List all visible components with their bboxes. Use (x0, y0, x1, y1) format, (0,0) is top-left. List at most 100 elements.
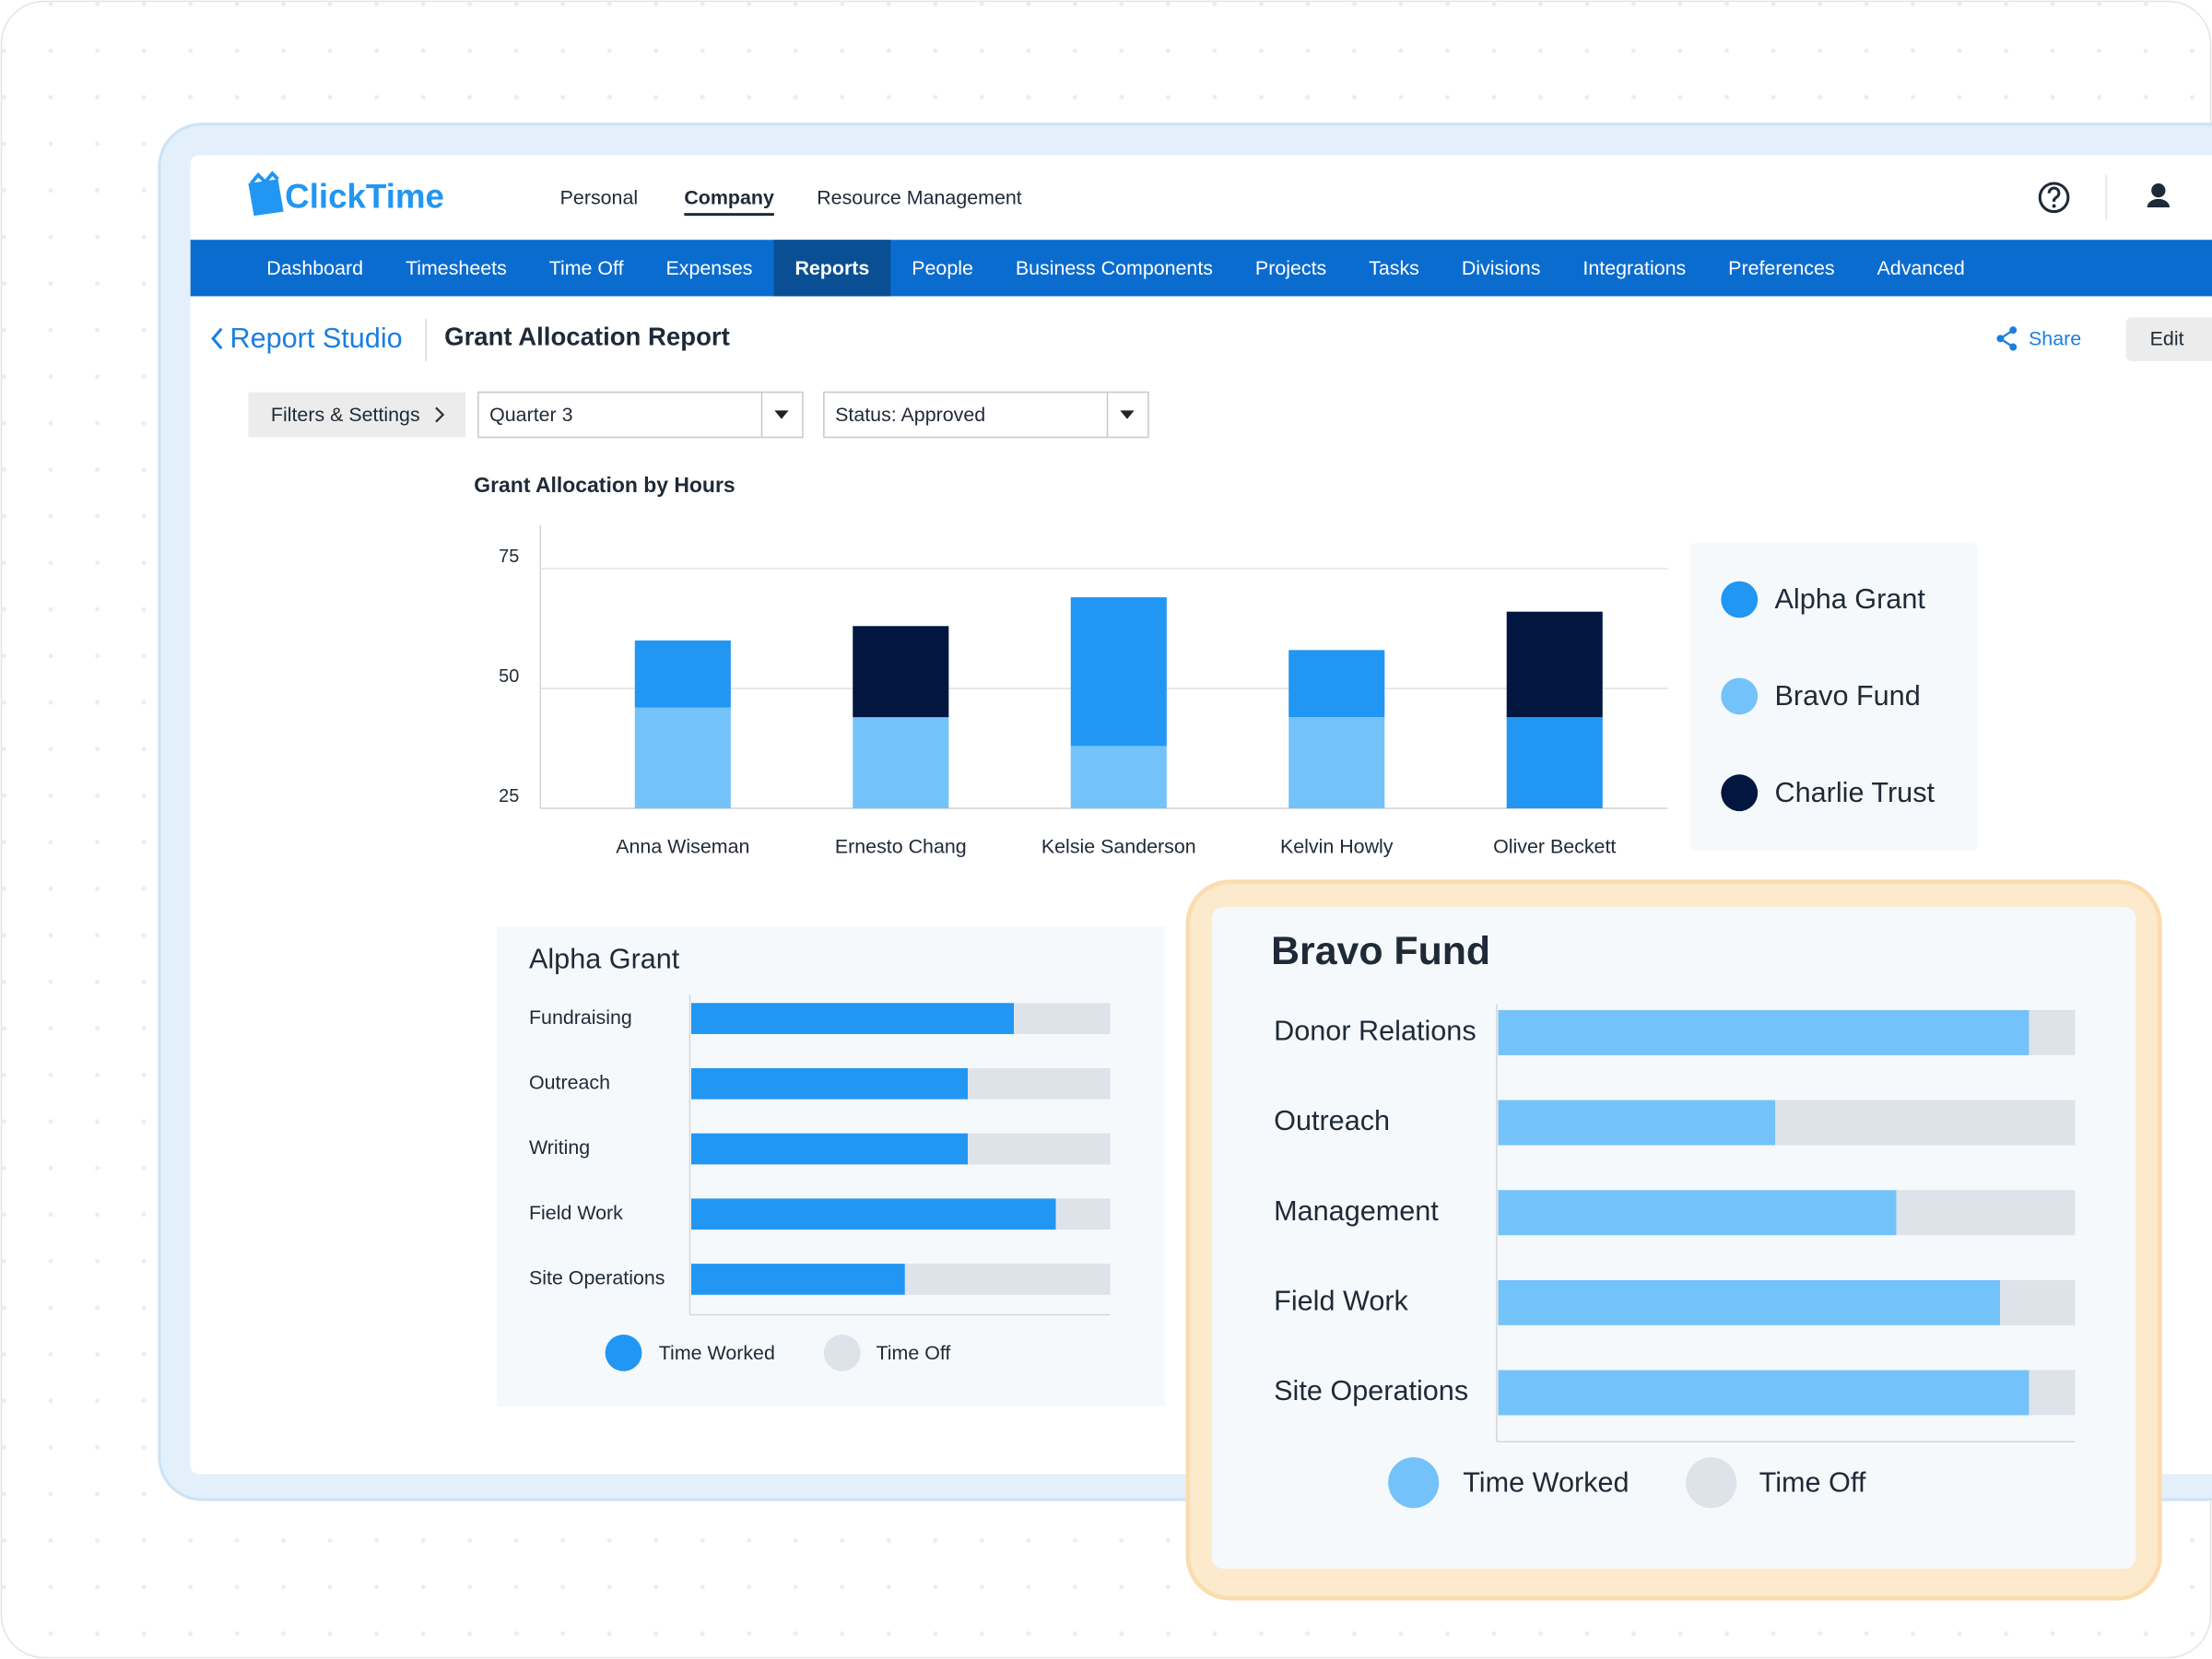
main-nav-item[interactable]: Time Off (549, 257, 624, 279)
edit-button[interactable]: Edit (2125, 317, 2212, 361)
share-icon (1998, 329, 2014, 348)
share-label: Share (2029, 328, 2081, 350)
filters-button[interactable]: Filters & Settings (248, 392, 466, 438)
bar-segment (1498, 1370, 2030, 1416)
row-label: Outreach (529, 1071, 610, 1093)
y-tick-label: 50 (499, 666, 519, 687)
main-nav-item[interactable]: Expenses (666, 257, 753, 279)
dropdown-value: Status: Approved (835, 404, 985, 426)
main-nav-item[interactable]: Tasks (1369, 257, 1419, 279)
main-nav-item[interactable]: Timesheets (406, 257, 507, 279)
legend-swatch (823, 1334, 861, 1371)
legend-swatch (1721, 581, 1759, 618)
bar-segment (634, 707, 731, 809)
bar-segment (968, 1133, 1111, 1165)
top-nav-item[interactable]: Resource Management (817, 186, 1022, 208)
bar-segment (2029, 1370, 2076, 1416)
main-nav-item[interactable]: Integrations (1583, 257, 1686, 279)
card (496, 926, 1166, 1407)
legend-label: Time Worked (659, 1342, 775, 1364)
bar-segment (691, 1067, 969, 1100)
bar-segment (2029, 1009, 2076, 1055)
bar-segment (1498, 1190, 1897, 1236)
breadcrumb[interactable]: Report Studio (229, 323, 402, 354)
y-tick-label: 25 (499, 786, 519, 806)
help-glyph (2047, 186, 2061, 202)
main-nav-item[interactable]: People (912, 257, 973, 279)
bar-segment (634, 640, 731, 708)
bar-segment (1070, 597, 1167, 747)
x-tick-label: Kelsie Sanderson (1041, 836, 1196, 858)
dropdown[interactable]: Quarter 3 (477, 391, 804, 439)
row-label: Site Operations (1274, 1375, 1468, 1406)
row-label: Fundraising (529, 1006, 632, 1029)
x-tick-label: Kelvin Howly (1280, 836, 1394, 858)
filters-label: Filters & Settings (271, 404, 420, 426)
bar-segment (2000, 1279, 2076, 1325)
row-label: Donor Relations (1274, 1016, 1476, 1047)
legend-swatch (1388, 1457, 1440, 1509)
dropdown-arrow (774, 410, 789, 419)
user-icon[interactable] (2147, 182, 2171, 207)
y-tick-label: 75 (499, 547, 519, 567)
edit-label: Edit (2150, 328, 2184, 350)
bar-segment (1498, 1009, 2030, 1055)
help-dot (2052, 204, 2056, 208)
legend-label: Charlie Trust (1775, 777, 1936, 808)
bar-segment (691, 1003, 1015, 1034)
legend-label: Alpha Grant (1775, 583, 1926, 615)
main-nav-item[interactable]: Projects (1255, 257, 1326, 279)
main-nav-item[interactable]: Preferences (1728, 257, 1834, 279)
bar-segment (1070, 746, 1167, 809)
bar-segment (691, 1264, 905, 1295)
dropdown-box (477, 391, 804, 439)
main-nav-item[interactable]: Advanced (1877, 257, 1965, 279)
row-label: Outreach (1274, 1105, 1390, 1136)
main-nav-item[interactable]: Divisions (1462, 257, 1541, 279)
main-nav: Dashboard Timesheets Time Off Expenses Repor… (266, 240, 1965, 297)
bar-segment (968, 1067, 1111, 1100)
logo-icon (248, 179, 284, 217)
dropdown-box (823, 391, 1149, 439)
main-nav-item[interactable]: Reports (794, 257, 869, 279)
bar-segment (853, 717, 949, 809)
help-icon[interactable] (2038, 182, 2070, 214)
edit-bg (2125, 317, 2212, 361)
dropdown[interactable]: Status: Approved (823, 391, 1149, 439)
bar-segment (1498, 1100, 1776, 1146)
top-nav-item[interactable]: Company (684, 186, 774, 208)
main-nav-item[interactable]: Dashboard (266, 257, 363, 279)
legend-box (1689, 543, 1978, 851)
share-button[interactable]: Share (1996, 326, 2081, 351)
logo-icon-top (249, 171, 279, 185)
bar-segment (691, 1198, 1056, 1230)
dropdowns: Quarter 3 Status: Approved (477, 391, 1149, 439)
top-nav-item[interactable]: Personal (560, 186, 638, 208)
page-title: Grant Allocation Report (444, 323, 730, 351)
main-nav-item[interactable]: Business Components (1016, 257, 1213, 279)
x-tick-label: Oliver Beckett (1493, 836, 1616, 858)
logo[interactable]: ClickTime (248, 171, 444, 217)
row-label: Field Work (529, 1202, 623, 1224)
legend-label: Time Off (1759, 1466, 1866, 1498)
help-circle (2038, 182, 2070, 214)
bar-segment (904, 1264, 1111, 1295)
bar-segment (1506, 717, 1603, 809)
chart-title: Grant Allocation by Hours (474, 473, 735, 497)
bar-segment (1055, 1198, 1111, 1230)
row-label: Site Operations (529, 1267, 665, 1289)
card (1211, 907, 2136, 1570)
x-tick-label: Ernesto Chang (835, 836, 967, 858)
row-label: Field Work (1274, 1285, 1408, 1316)
charts: Grant Allocation by Hours 25 50 75 Anna Wise… (474, 473, 2076, 1509)
top-nav: Personal Company Resource Management (560, 186, 1022, 217)
legend-label: Bravo Fund (1775, 680, 1921, 712)
row-label: Writing (529, 1136, 590, 1159)
chart-title: Bravo Fund (1271, 929, 1490, 973)
bar-segment (1896, 1190, 2076, 1236)
bar-segment (1498, 1279, 2001, 1325)
active-tab (773, 240, 891, 297)
bar-segment (691, 1133, 969, 1165)
